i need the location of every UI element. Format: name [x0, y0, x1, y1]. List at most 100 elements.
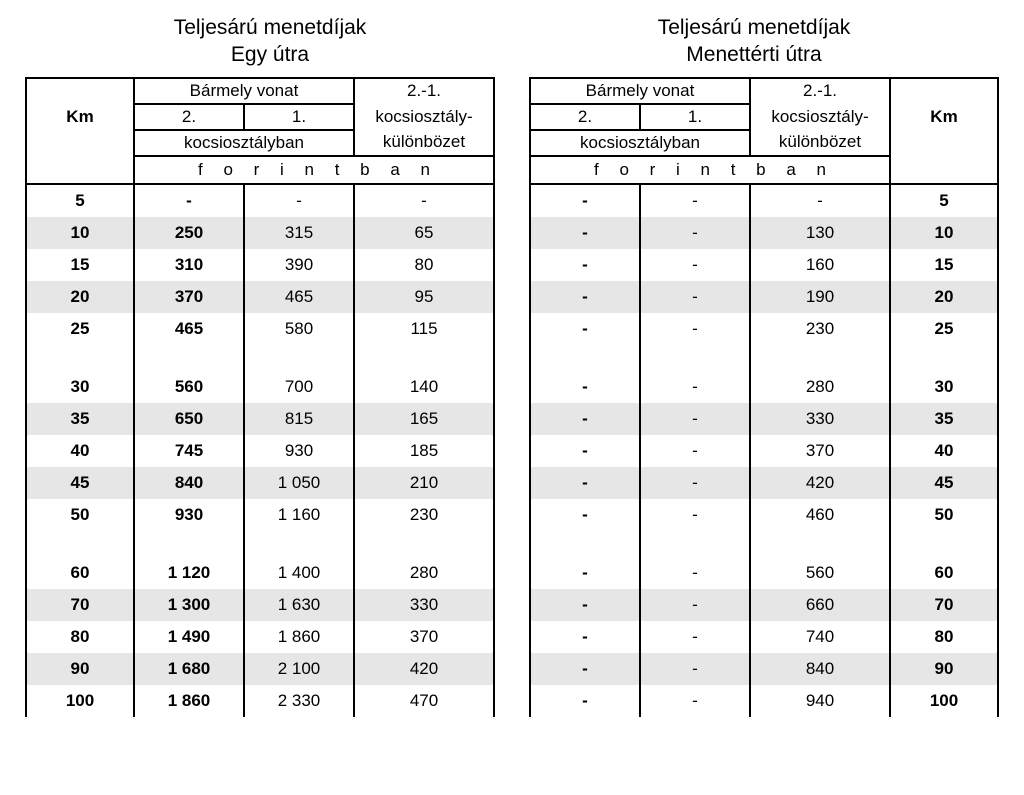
table-row: --37040: [530, 435, 998, 467]
table-row: 2037046595: [26, 281, 494, 313]
table-row: --66070: [530, 589, 998, 621]
spacer-row: [530, 345, 998, 371]
cell-class2: 1 300: [134, 589, 244, 621]
spacer-cell: [134, 345, 244, 371]
spacer-cell: [354, 531, 494, 557]
cell-class1: 700: [244, 371, 354, 403]
cell-class1: -: [640, 685, 750, 717]
table-row: 458401 050210: [26, 467, 494, 499]
cell-class1: -: [640, 499, 750, 531]
col-header-forint: f o r i n t b a n: [530, 156, 890, 184]
cell-diff: 740: [750, 621, 890, 653]
cell-km: 90: [26, 653, 134, 685]
table-row: 5---: [26, 184, 494, 217]
col-header-diff-mid: kocsiosztály-: [354, 104, 494, 130]
cell-diff: 370: [750, 435, 890, 467]
spacer-cell: [244, 531, 354, 557]
table-row: 601 1201 400280: [26, 557, 494, 589]
cell-class2: -: [530, 281, 640, 313]
table-row: 1531039080: [26, 249, 494, 281]
cell-class1: 2 330: [244, 685, 354, 717]
spacer-cell: [26, 531, 134, 557]
fare-table-oneway: Km Bármely vonat 2.-1. 2. 1. kocsiosztál…: [25, 77, 495, 717]
cell-diff: 840: [750, 653, 890, 685]
cell-km: 50: [890, 499, 998, 531]
title-right-line2: Menettérti útra: [524, 41, 984, 68]
cell-class1: 390: [244, 249, 354, 281]
cell-class1: -: [640, 621, 750, 653]
cell-km: 40: [890, 435, 998, 467]
cell-diff: 140: [354, 371, 494, 403]
table-row: 1001 8602 330470: [26, 685, 494, 717]
table-row: --28030: [530, 371, 998, 403]
col-header-forint: f o r i n t b a n: [134, 156, 494, 184]
table-row: --940100: [530, 685, 998, 717]
cell-class2: -: [530, 557, 640, 589]
cell-km: 35: [26, 403, 134, 435]
col-header-class1: 1.: [244, 104, 354, 130]
spacer-row: [530, 531, 998, 557]
cell-class2: -: [530, 184, 640, 217]
spacer-cell: [244, 345, 354, 371]
cell-km: 15: [26, 249, 134, 281]
spacer-row: [26, 531, 494, 557]
cell-class1: 1 400: [244, 557, 354, 589]
cell-diff: 420: [354, 653, 494, 685]
blank-header-cell: [26, 156, 134, 184]
cell-class2: -: [530, 653, 640, 685]
fare-table-return: Bármely vonat 2.-1. Km 2. 1. kocsiosztál…: [529, 77, 999, 717]
spacer-cell: [890, 345, 998, 371]
cell-class2: 1 680: [134, 653, 244, 685]
cell-class1: 1 630: [244, 589, 354, 621]
cell-km: 80: [890, 621, 998, 653]
cell-class1: -: [640, 281, 750, 313]
title-left-line1: Teljesárú menetdíjak: [40, 14, 500, 41]
cell-diff: 330: [354, 589, 494, 621]
cell-class2: -: [530, 467, 640, 499]
cell-km: 100: [26, 685, 134, 717]
table-row: --16015: [530, 249, 998, 281]
table-row: 25465580115: [26, 313, 494, 345]
cell-class2: 310: [134, 249, 244, 281]
col-header-km: Km: [26, 78, 134, 156]
cell-diff: 940: [750, 685, 890, 717]
spacer-cell: [134, 531, 244, 557]
cell-km: 100: [890, 685, 998, 717]
cell-diff: 470: [354, 685, 494, 717]
cell-class1: 580: [244, 313, 354, 345]
spacer-cell: [530, 345, 640, 371]
cell-diff: 160: [750, 249, 890, 281]
cell-diff: 230: [354, 499, 494, 531]
cell-diff: 370: [354, 621, 494, 653]
fare-table-return-body: ---5--13010--16015--19020--23025--28030-…: [530, 184, 998, 717]
cell-km: 10: [890, 217, 998, 249]
col-header-class2: 2.: [134, 104, 244, 130]
cell-class2: -: [530, 371, 640, 403]
cell-diff: 560: [750, 557, 890, 589]
cell-class1: -: [640, 249, 750, 281]
table-row: --84090: [530, 653, 998, 685]
table-row: 901 6802 100420: [26, 653, 494, 685]
cell-class1: -: [640, 371, 750, 403]
table-row: --46050: [530, 499, 998, 531]
cell-km: 20: [26, 281, 134, 313]
cell-diff: 65: [354, 217, 494, 249]
cell-class1: -: [640, 313, 750, 345]
cell-class2: 930: [134, 499, 244, 531]
cell-diff: 165: [354, 403, 494, 435]
table-row: 30560700140: [26, 371, 494, 403]
cell-km: 80: [26, 621, 134, 653]
cell-km: 45: [890, 467, 998, 499]
cell-km: 5: [890, 184, 998, 217]
cell-class2: -: [530, 435, 640, 467]
cell-class2: 840: [134, 467, 244, 499]
cell-class1: -: [640, 435, 750, 467]
cell-diff: -: [354, 184, 494, 217]
table-row: --42045: [530, 467, 998, 499]
cell-class1: 1 160: [244, 499, 354, 531]
spacer-cell: [640, 345, 750, 371]
cell-km: 50: [26, 499, 134, 531]
cell-class1: -: [244, 184, 354, 217]
spacer-row: [26, 345, 494, 371]
cell-class1: -: [640, 653, 750, 685]
